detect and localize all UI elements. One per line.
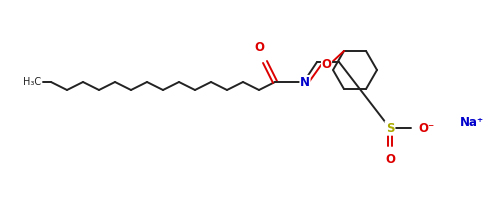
Text: O: O xyxy=(385,153,395,166)
Text: N: N xyxy=(300,75,310,88)
Text: O⁻: O⁻ xyxy=(418,121,434,134)
Text: Na⁺: Na⁺ xyxy=(460,116,484,129)
Text: O: O xyxy=(322,58,332,71)
Text: O: O xyxy=(254,41,264,54)
Text: H₃C: H₃C xyxy=(23,77,41,87)
Text: S: S xyxy=(386,121,394,134)
